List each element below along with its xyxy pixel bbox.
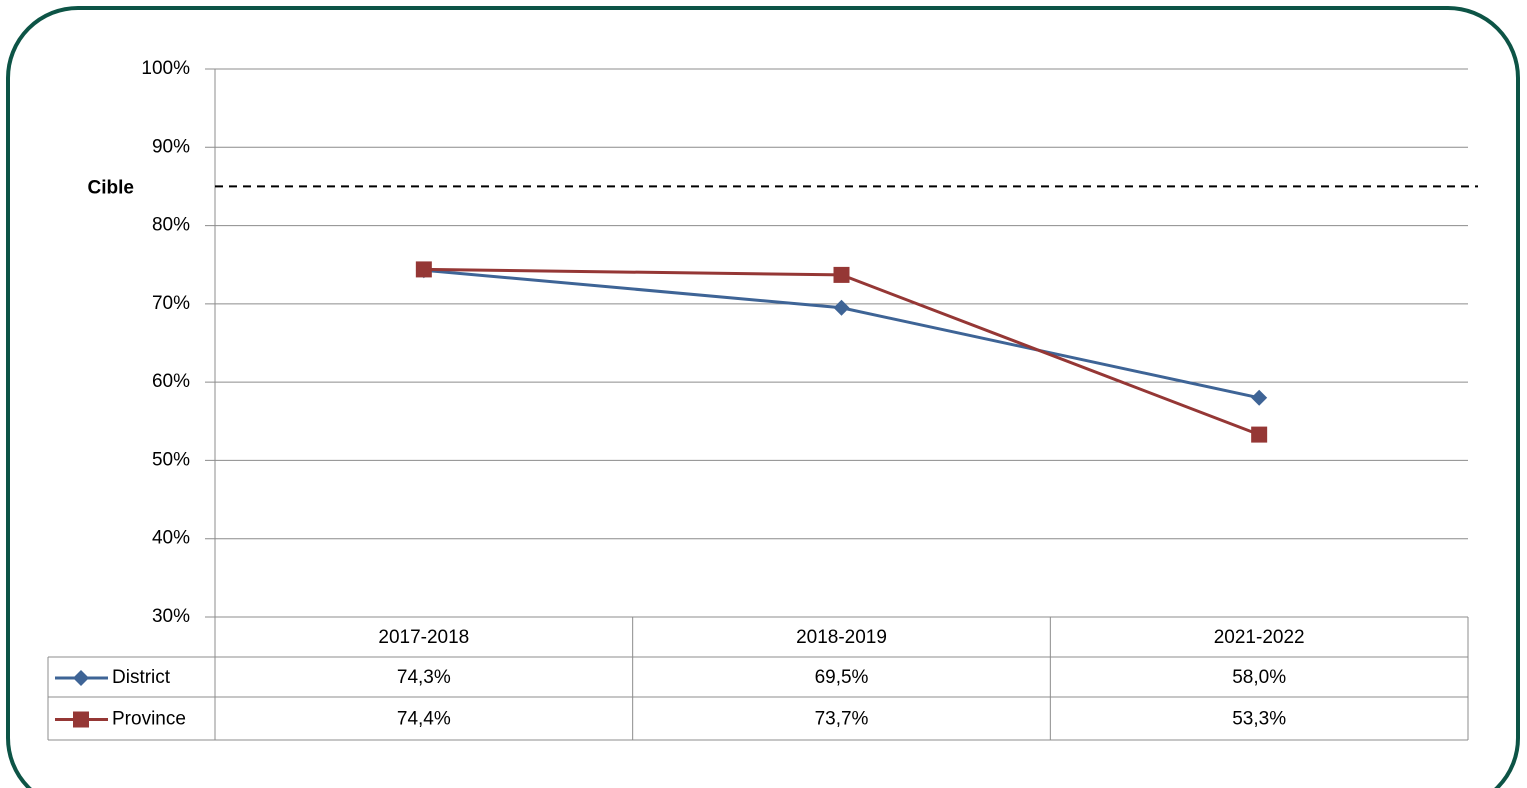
legend-marker [73,670,89,686]
target-label: Cible [88,177,134,198]
table-value: 74,4% [397,709,451,730]
series-line [423,268,1260,400]
y-tick-label: 60% [152,371,190,392]
table-value: 58,0% [1232,667,1286,688]
data-point [415,261,432,278]
legend-label: District [112,667,171,688]
table-value: 73,7% [815,709,869,730]
y-tick-label: 30% [152,606,190,627]
series-line [423,267,1260,436]
y-tick-label: 40% [152,528,190,549]
y-tick-label: 80% [152,215,190,236]
data-point [833,266,850,283]
x-tick-label: 2017-2018 [378,627,469,648]
data-point [1251,389,1268,406]
x-tick-label: 2021-2022 [1214,627,1305,648]
y-tick-label: 70% [152,293,190,314]
data-point [1251,426,1268,443]
y-tick-label: 90% [152,136,190,157]
y-tick-label: 100% [141,58,190,79]
legend-marker [73,711,89,728]
table-value: 53,3% [1232,709,1286,730]
table-value: 69,5% [815,667,869,688]
data-point [833,299,850,316]
y-tick-label: 50% [152,449,190,470]
frame [6,6,1520,788]
legend-label: Province [112,709,186,730]
x-tick-label: 2018-2019 [796,627,887,648]
table-value: 74,3% [397,667,451,688]
